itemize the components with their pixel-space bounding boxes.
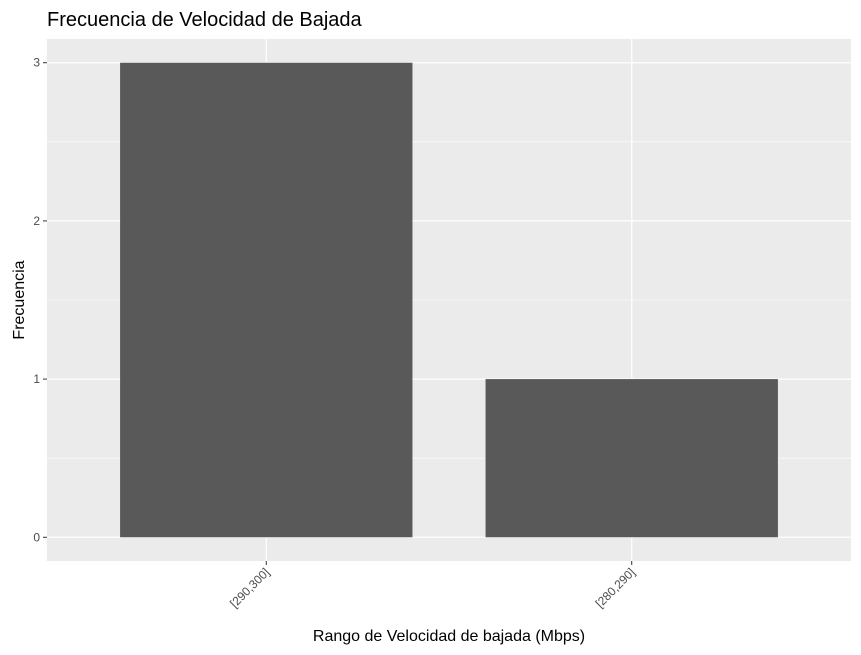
chart-title: Frecuencia de Velocidad de Bajada (47, 9, 363, 31)
y-axis-title: Frecuencia (11, 260, 28, 339)
y-tick-label: 1 (33, 372, 40, 386)
bars (120, 62, 778, 538)
x-tick-label: [290,300] (227, 565, 272, 610)
x-axis-title: Rango de Velocidad de bajada (Mbps) (313, 628, 585, 645)
y-tick-label: 2 (33, 214, 40, 228)
bar (120, 62, 413, 538)
bar (485, 379, 778, 538)
x-axis: [290,300] [280,290] (227, 561, 638, 611)
y-tick-label: 0 (33, 530, 40, 544)
x-tick-label: [280,290] (593, 565, 638, 610)
y-axis: 0 1 2 3 (33, 56, 47, 544)
y-tick-label: 3 (33, 56, 40, 70)
